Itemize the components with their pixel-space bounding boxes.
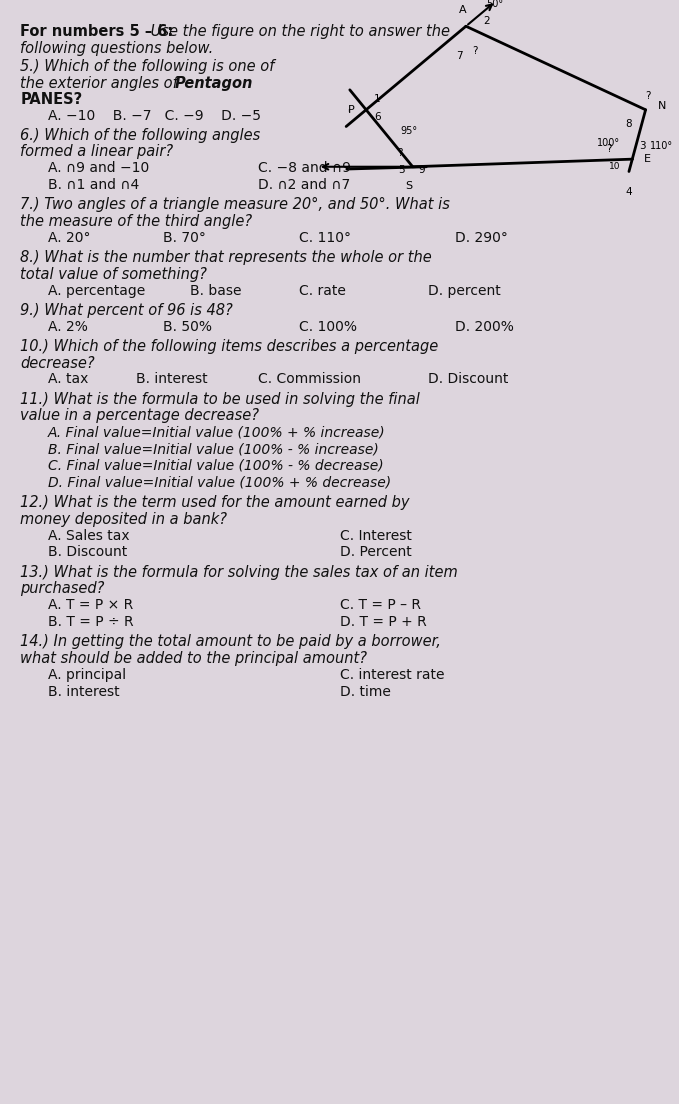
Text: 10: 10 bbox=[608, 162, 620, 171]
Text: purchased?: purchased? bbox=[20, 582, 105, 596]
Text: C. 110°: C. 110° bbox=[299, 231, 351, 245]
Text: total value of something?: total value of something? bbox=[20, 267, 207, 282]
Text: 9.) What percent of 96 is 48?: 9.) What percent of 96 is 48? bbox=[20, 302, 233, 318]
Text: A. 2%: A. 2% bbox=[48, 320, 88, 333]
Text: 3: 3 bbox=[639, 140, 646, 150]
Text: D. 200%: D. 200% bbox=[455, 320, 514, 333]
Text: A. T = P × R: A. T = P × R bbox=[48, 598, 133, 613]
Text: 5: 5 bbox=[398, 166, 405, 176]
Text: A: A bbox=[459, 6, 466, 15]
Text: D. ∩2 and ∩7: D. ∩2 and ∩7 bbox=[258, 178, 350, 192]
Text: 1: 1 bbox=[374, 94, 381, 104]
Text: D. time: D. time bbox=[340, 684, 390, 699]
Text: what should be added to the principal amount?: what should be added to the principal am… bbox=[20, 651, 367, 666]
Text: A. principal: A. principal bbox=[48, 668, 126, 682]
Text: A. percentage: A. percentage bbox=[48, 284, 145, 298]
Text: ': ' bbox=[348, 107, 350, 118]
Text: 110°: 110° bbox=[650, 140, 673, 150]
Text: the measure of the third angle?: the measure of the third angle? bbox=[20, 214, 253, 229]
Text: 5.) Which of the following is one of: 5.) Which of the following is one of bbox=[20, 59, 275, 74]
Text: B. 70°: B. 70° bbox=[163, 231, 206, 245]
Text: 95°: 95° bbox=[400, 126, 417, 136]
Text: D. T = P + R: D. T = P + R bbox=[340, 615, 426, 629]
Text: C. −8 and ∩9: C. −8 and ∩9 bbox=[258, 161, 351, 176]
Text: D. percent: D. percent bbox=[428, 284, 500, 298]
Text: 2: 2 bbox=[483, 15, 490, 25]
Text: decrease?: decrease? bbox=[20, 355, 95, 371]
Text: ?: ? bbox=[646, 91, 651, 100]
Text: C. interest rate: C. interest rate bbox=[340, 668, 444, 682]
Text: B. 50%: B. 50% bbox=[163, 320, 212, 333]
Text: D. Discount: D. Discount bbox=[428, 372, 508, 386]
Text: 12.) What is the term used for the amount earned by: 12.) What is the term used for the amoun… bbox=[20, 495, 410, 510]
Text: B. interest: B. interest bbox=[48, 684, 119, 699]
Text: A. ∩9 and −10: A. ∩9 and −10 bbox=[48, 161, 149, 176]
Text: following questions below.: following questions below. bbox=[20, 41, 214, 56]
Text: 7.) Two angles of a triangle measure 20°, and 50°. What is: 7.) Two angles of a triangle measure 20°… bbox=[20, 198, 450, 212]
Text: Use the figure on the right to answer the: Use the figure on the right to answer th… bbox=[146, 24, 450, 40]
Text: 14.) In getting the total amount to be paid by a borrower,: 14.) In getting the total amount to be p… bbox=[20, 634, 441, 649]
Text: money deposited in a bank?: money deposited in a bank? bbox=[20, 512, 227, 527]
Text: D. Percent: D. Percent bbox=[340, 545, 411, 560]
Text: 4: 4 bbox=[625, 187, 632, 197]
Text: N: N bbox=[658, 102, 666, 112]
Text: 8: 8 bbox=[625, 118, 632, 128]
Text: A. 20°: A. 20° bbox=[48, 231, 90, 245]
Text: B. base: B. base bbox=[190, 284, 242, 298]
Text: P: P bbox=[348, 105, 354, 115]
Text: B. ∩1 and ∩4: B. ∩1 and ∩4 bbox=[48, 178, 139, 192]
Text: 6.) Which of the following angles: 6.) Which of the following angles bbox=[20, 128, 261, 142]
Text: C. 100%: C. 100% bbox=[299, 320, 356, 333]
Text: B. Discount: B. Discount bbox=[48, 545, 127, 560]
Text: 100°: 100° bbox=[597, 138, 620, 148]
Text: ?: ? bbox=[473, 46, 478, 56]
Text: formed a linear pair?: formed a linear pair? bbox=[20, 145, 174, 159]
Text: D. Final value=Initial value (100% + % decrease): D. Final value=Initial value (100% + % d… bbox=[48, 476, 390, 490]
Text: C. Interest: C. Interest bbox=[340, 529, 411, 542]
Text: B. Final value=Initial value (100% - % increase): B. Final value=Initial value (100% - % i… bbox=[48, 442, 378, 456]
Text: A. Final value=Initial value (100% + % increase): A. Final value=Initial value (100% + % i… bbox=[48, 425, 385, 439]
Text: 50°: 50° bbox=[486, 0, 503, 9]
Text: 13.) What is the formula for solving the sales tax of an item: 13.) What is the formula for solving the… bbox=[20, 564, 458, 580]
Text: 9: 9 bbox=[418, 166, 425, 176]
Text: B. T = P ÷ R: B. T = P ÷ R bbox=[48, 615, 133, 629]
Text: 10.) Which of the following items describes a percentage: 10.) Which of the following items descri… bbox=[20, 339, 439, 354]
Text: S: S bbox=[406, 181, 413, 191]
Text: A. Sales tax: A. Sales tax bbox=[48, 529, 129, 542]
Text: 6: 6 bbox=[374, 112, 381, 121]
Text: 11.) What is the formula to be used in solving the final: 11.) What is the formula to be used in s… bbox=[20, 392, 420, 406]
Text: 7: 7 bbox=[456, 51, 462, 61]
Text: 8.) What is the number that represents the whole or the: 8.) What is the number that represents t… bbox=[20, 250, 432, 265]
Text: C. Commission: C. Commission bbox=[258, 372, 361, 386]
Text: Pentagon: Pentagon bbox=[175, 75, 253, 91]
Text: C. T = P – R: C. T = P – R bbox=[340, 598, 420, 613]
Text: E: E bbox=[644, 155, 651, 164]
Text: PANES?: PANES? bbox=[20, 93, 83, 107]
Text: C. Final value=Initial value (100% - % decrease): C. Final value=Initial value (100% - % d… bbox=[48, 459, 383, 473]
Text: For numbers 5 – 6:: For numbers 5 – 6: bbox=[20, 24, 174, 40]
Text: A. tax: A. tax bbox=[48, 372, 88, 386]
Text: B. interest: B. interest bbox=[136, 372, 207, 386]
Text: value in a percentage decrease?: value in a percentage decrease? bbox=[20, 408, 259, 424]
Text: A. −10    B. −7   C. −9    D. −5: A. −10 B. −7 C. −9 D. −5 bbox=[48, 109, 261, 124]
Text: C. rate: C. rate bbox=[299, 284, 346, 298]
Text: ?: ? bbox=[606, 144, 612, 153]
Text: the exterior angles of: the exterior angles of bbox=[20, 75, 183, 91]
Text: D. 290°: D. 290° bbox=[455, 231, 508, 245]
Text: ?: ? bbox=[398, 148, 403, 158]
